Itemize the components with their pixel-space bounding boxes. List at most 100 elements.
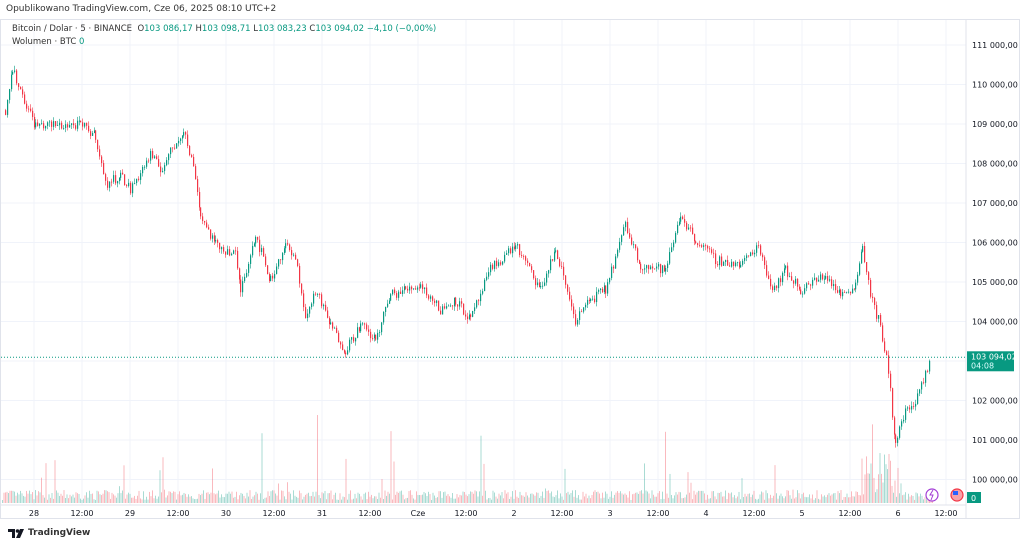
candle-body	[758, 245, 760, 247]
candle-body	[756, 245, 758, 253]
candle-body	[223, 247, 225, 252]
candle-body	[14, 70, 16, 72]
candle-body	[434, 300, 436, 303]
volume-bar	[513, 498, 515, 503]
close-label: C	[309, 24, 316, 34]
candle-body	[375, 334, 377, 340]
candle-body	[764, 257, 766, 266]
candle-body	[613, 266, 615, 269]
volume-bar	[474, 490, 476, 503]
volume-bar	[579, 499, 581, 503]
volume-bar	[575, 490, 576, 503]
volume-bar	[239, 495, 240, 503]
candle-body	[535, 278, 537, 286]
candle-body	[332, 322, 334, 329]
candle-body	[829, 279, 831, 281]
volume-bar	[222, 496, 224, 503]
volume-bar	[780, 493, 782, 503]
volume-bar	[219, 497, 221, 503]
volume-bar	[852, 496, 854, 503]
volume-bar	[281, 490, 282, 503]
volume-bar	[167, 495, 168, 503]
candle-body	[587, 299, 589, 305]
volume-bar	[734, 495, 735, 503]
candle-body	[436, 300, 438, 303]
volume-bar	[786, 490, 788, 503]
volume-bar	[908, 493, 909, 503]
volume-bar	[636, 492, 638, 503]
candle-body	[671, 247, 673, 253]
volume-bar	[254, 495, 255, 503]
candle-body	[500, 262, 502, 265]
volume-bar	[906, 499, 908, 503]
candle-body	[364, 323, 366, 325]
candle-body	[49, 121, 51, 123]
volume-bar	[548, 490, 549, 503]
volume-bar	[537, 492, 539, 503]
candle-body	[442, 306, 444, 315]
volume-bar	[96, 490, 98, 503]
candle-body	[770, 278, 772, 287]
volume-bar	[590, 498, 591, 503]
candle-body	[573, 306, 575, 315]
volume-bar	[344, 497, 345, 503]
volume-bar	[309, 496, 311, 503]
volume-bar	[768, 498, 770, 503]
volume-bar	[173, 491, 174, 503]
candle-body	[921, 382, 923, 390]
volume-bar	[792, 489, 794, 503]
volume-bar	[849, 497, 851, 503]
candle-body	[325, 304, 327, 311]
volume-bar	[876, 489, 878, 503]
volume-bar	[410, 490, 411, 503]
volume-bar	[831, 494, 833, 503]
candle-body	[77, 120, 79, 129]
candle-body	[409, 286, 411, 291]
volume-bar	[440, 491, 441, 503]
candle-body	[854, 288, 856, 290]
candle-body	[627, 221, 629, 234]
candle-body	[909, 407, 911, 410]
volume-bar	[546, 490, 548, 503]
volume-bar	[356, 498, 357, 503]
volume-bar	[558, 498, 560, 503]
candle-body	[776, 285, 778, 289]
candle-body	[598, 289, 600, 292]
volume-bar	[573, 496, 575, 503]
volume-bar	[713, 491, 714, 503]
volume-title[interactable]: Wolumen · BTC	[12, 37, 77, 47]
candle-body	[727, 260, 729, 266]
candle-body	[711, 249, 713, 253]
candle-body	[422, 284, 424, 290]
chart-frame[interactable]	[0, 19, 1020, 519]
candle-body	[26, 103, 28, 109]
time-axis-label: 28	[29, 509, 39, 518]
candle-body	[484, 279, 486, 292]
volume-bar	[125, 498, 126, 503]
volume-bar	[762, 492, 764, 503]
candle-body	[212, 235, 214, 239]
symbol-title[interactable]: Bitcoin / Dolar · 5 · BINANCE	[12, 24, 133, 34]
candle-body	[665, 268, 667, 272]
volume-bar	[833, 493, 834, 503]
candle-body	[585, 304, 587, 308]
candle-body	[233, 250, 235, 254]
volume-bar	[687, 472, 689, 503]
candle-body	[193, 156, 195, 167]
candle-body	[278, 259, 280, 267]
time-axis-label: 12:00	[646, 509, 669, 518]
volume-bar	[267, 491, 269, 503]
volume-bar	[290, 493, 291, 503]
volume-bar	[536, 492, 537, 503]
volume-bar	[423, 491, 425, 503]
volume-bar	[438, 491, 440, 503]
candle-body	[347, 350, 349, 355]
volume-bar	[123, 465, 125, 503]
volume-bar	[830, 495, 831, 503]
candle-body	[402, 290, 404, 294]
volume-bar	[591, 495, 593, 503]
candle-body	[95, 130, 97, 140]
volume-bar	[200, 495, 201, 503]
volume-bar	[273, 490, 275, 503]
